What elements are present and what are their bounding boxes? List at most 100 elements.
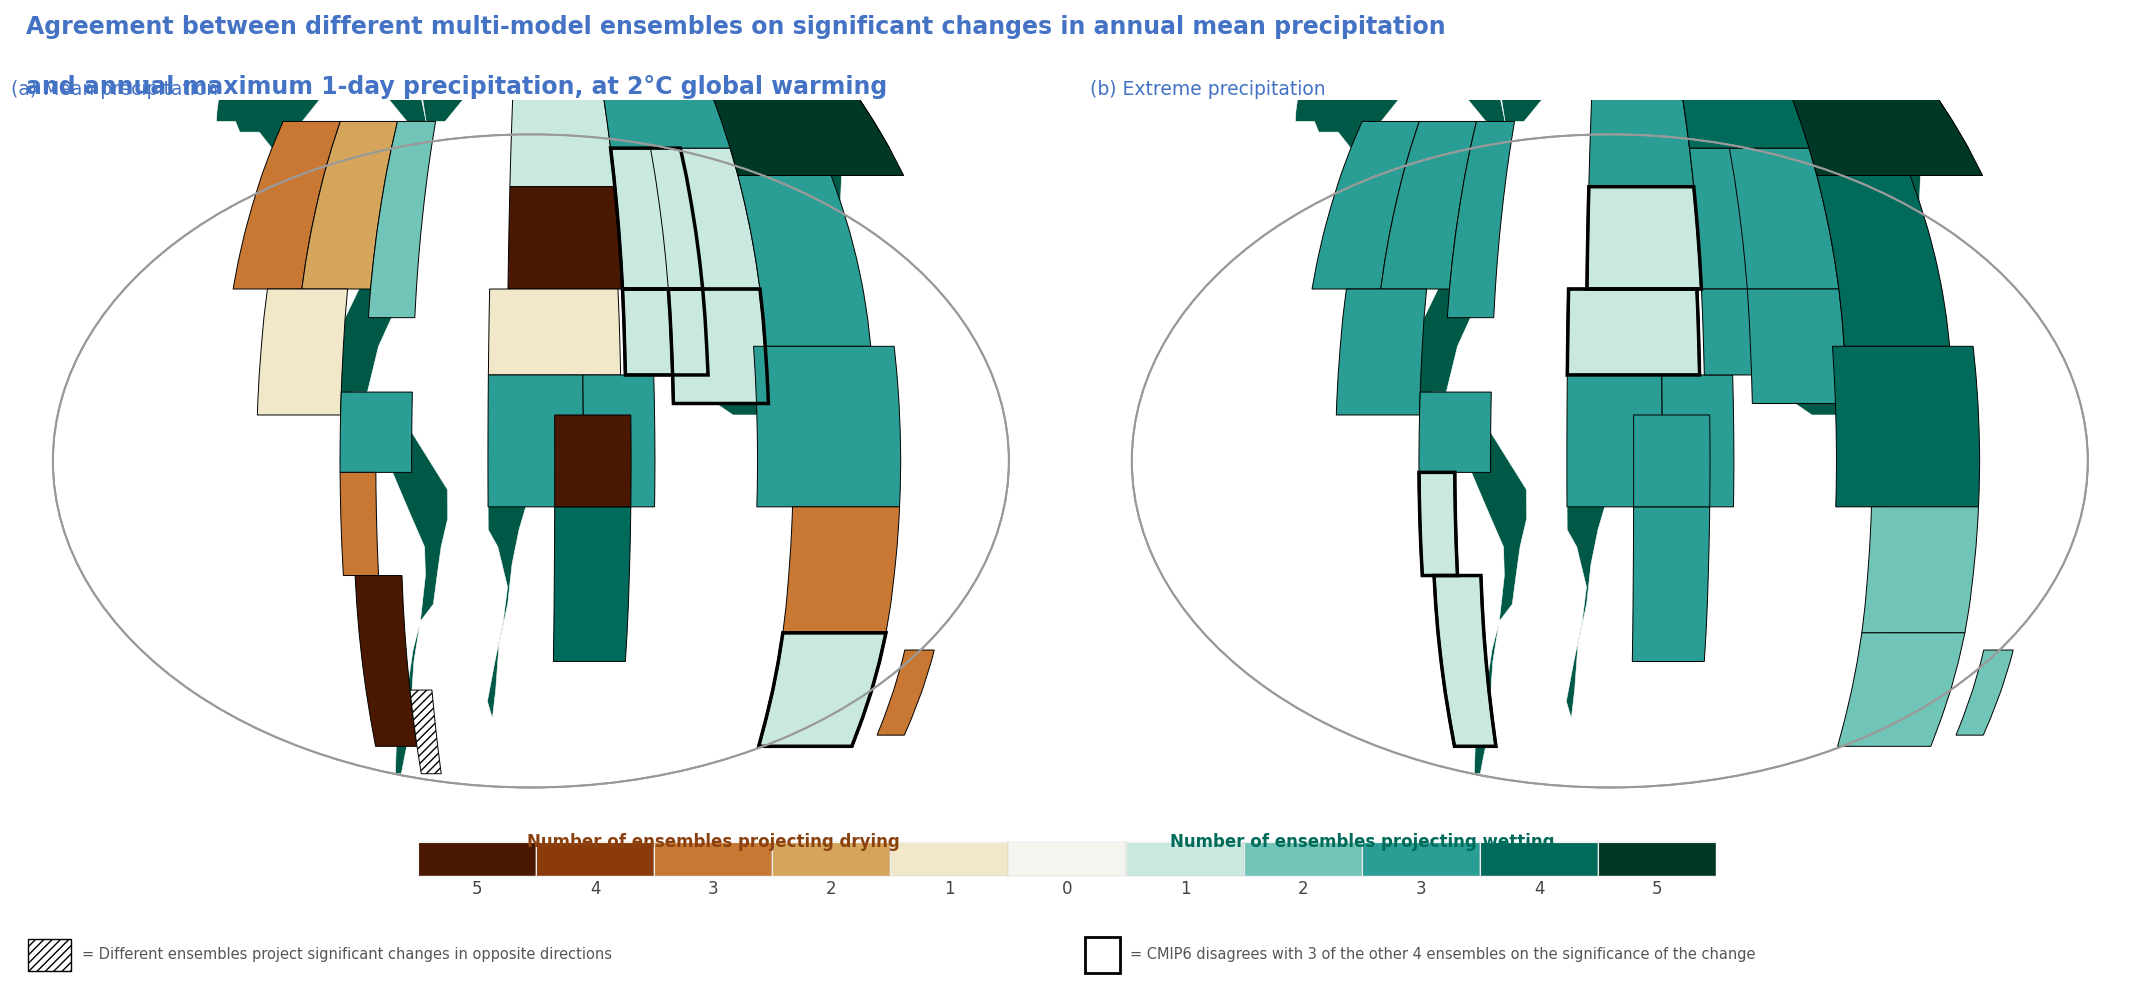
Polygon shape (783, 507, 899, 633)
Polygon shape (1420, 392, 1527, 774)
Polygon shape (234, 121, 341, 289)
Text: 2: 2 (1298, 880, 1308, 898)
Polygon shape (1832, 347, 1980, 507)
Text: Agreement between different multi-model ensembles on significant changes in annu: Agreement between different multi-model … (26, 15, 1446, 39)
Bar (654, 842, 772, 876)
Text: (a) Mean precipitation: (a) Mean precipitation (11, 79, 219, 98)
Polygon shape (1587, 186, 1701, 289)
Polygon shape (877, 650, 935, 735)
Polygon shape (511, 62, 616, 186)
Polygon shape (1381, 121, 1476, 289)
Polygon shape (1701, 289, 1787, 375)
Text: Number of ensembles projecting wetting: Number of ensembles projecting wetting (1169, 833, 1555, 851)
Text: and annual maximum 1-day precipitation, at 2°C global warming: and annual maximum 1-day precipitation, … (26, 75, 888, 99)
Polygon shape (1634, 415, 1710, 507)
Polygon shape (1956, 650, 2014, 735)
Polygon shape (583, 375, 654, 507)
Polygon shape (598, 62, 890, 148)
Polygon shape (1748, 289, 1847, 404)
Text: 5: 5 (1652, 880, 1662, 898)
Polygon shape (738, 175, 871, 347)
Polygon shape (1448, 121, 1514, 318)
Polygon shape (341, 392, 448, 774)
Polygon shape (1662, 375, 1733, 507)
Polygon shape (223, 841, 839, 923)
Bar (1480, 842, 1598, 876)
Text: 1: 1 (1180, 880, 1190, 898)
Polygon shape (1336, 289, 1426, 415)
Polygon shape (1313, 121, 1420, 289)
Polygon shape (611, 148, 704, 289)
Bar (1480, 842, 1598, 876)
Bar (418, 842, 536, 876)
Polygon shape (622, 289, 708, 375)
Polygon shape (341, 472, 378, 575)
Bar (1598, 842, 1716, 876)
Ellipse shape (54, 134, 1008, 788)
Polygon shape (1296, 62, 1506, 415)
Text: 3: 3 (708, 880, 719, 898)
Bar (418, 842, 536, 876)
Polygon shape (356, 575, 416, 746)
Bar (536, 842, 654, 876)
Bar (1008, 842, 1126, 876)
Bar (536, 842, 654, 876)
Bar (1244, 842, 1362, 876)
Polygon shape (1435, 575, 1495, 746)
Polygon shape (697, 62, 903, 175)
Polygon shape (423, 17, 508, 121)
Polygon shape (1862, 507, 1978, 633)
Polygon shape (1875, 518, 1967, 678)
Polygon shape (650, 148, 759, 289)
Text: = CMIP6 disagrees with 3 of the other 4 ensembles on the significance of the cha: = CMIP6 disagrees with 3 of the other 4 … (1130, 947, 1757, 962)
Text: 0: 0 (1062, 880, 1072, 898)
Bar (1126, 842, 1244, 876)
Polygon shape (1776, 62, 1982, 175)
Polygon shape (1817, 175, 1950, 347)
Polygon shape (796, 518, 888, 678)
Polygon shape (1632, 507, 1710, 661)
Text: 1: 1 (944, 880, 955, 898)
Text: 5: 5 (472, 880, 483, 898)
Polygon shape (341, 392, 412, 472)
Text: 4: 4 (590, 880, 601, 898)
Polygon shape (489, 289, 620, 375)
Bar (1126, 842, 1244, 876)
Text: 3: 3 (1416, 880, 1426, 898)
Polygon shape (553, 507, 631, 661)
Polygon shape (369, 121, 435, 318)
Text: Number of ensembles projecting drying: Number of ensembles projecting drying (528, 833, 899, 851)
Bar (1362, 842, 1480, 876)
Text: = Different ensembles project significant changes in opposite directions: = Different ensembles project significan… (82, 947, 611, 962)
Polygon shape (556, 415, 631, 507)
Bar (1598, 842, 1716, 876)
Polygon shape (1729, 148, 1838, 289)
Ellipse shape (1133, 134, 2087, 788)
Text: (b) Extreme precipitation: (b) Extreme precipitation (1090, 79, 1326, 98)
Bar (1362, 842, 1480, 876)
Polygon shape (669, 289, 768, 404)
Polygon shape (1420, 392, 1491, 472)
Polygon shape (487, 375, 583, 507)
Polygon shape (1838, 633, 1965, 746)
Bar (1244, 842, 1362, 876)
Polygon shape (1568, 289, 1699, 375)
Bar (890, 842, 1008, 876)
Polygon shape (1589, 62, 1695, 186)
Bar (890, 842, 1008, 876)
Polygon shape (410, 690, 442, 774)
Polygon shape (759, 633, 886, 746)
Polygon shape (753, 347, 901, 507)
Bar (1008, 842, 1126, 876)
Polygon shape (217, 62, 427, 415)
Bar (772, 842, 890, 876)
Polygon shape (1502, 17, 1587, 121)
Polygon shape (257, 289, 347, 415)
Text: 4: 4 (1534, 880, 1544, 898)
Polygon shape (508, 186, 622, 289)
Polygon shape (1566, 375, 1662, 507)
Polygon shape (1566, 62, 1920, 718)
Polygon shape (1677, 62, 1969, 148)
Polygon shape (302, 121, 397, 289)
Polygon shape (487, 62, 841, 718)
